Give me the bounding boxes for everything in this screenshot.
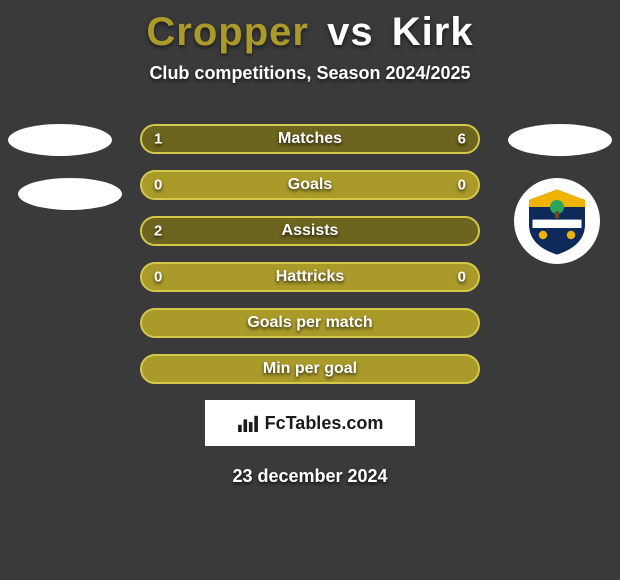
stat-label: Hattricks: [142, 268, 478, 286]
stat-bars: Matches16Goals00Assists2Hattricks00Goals…: [140, 124, 480, 384]
bar-chart-icon: [237, 414, 259, 432]
left-team-badge-1: [8, 124, 112, 156]
right-team-crest: [514, 178, 600, 264]
stat-fill-left: [142, 218, 478, 244]
stat-value-right: 0: [458, 269, 466, 286]
stat-value-left: 0: [154, 177, 162, 194]
snapshot-date: 23 december 2024: [0, 466, 620, 487]
stat-row: Goals per match: [140, 308, 480, 338]
stat-label: Min per goal: [142, 360, 478, 378]
stat-label: Goals per match: [142, 314, 478, 332]
title-left-player: Cropper: [146, 10, 309, 54]
stat-value-right: 0: [458, 177, 466, 194]
subtitle: Club competitions, Season 2024/2025: [0, 63, 620, 84]
source-domain: FcTables.com: [265, 413, 384, 434]
crest-icon: [522, 186, 592, 256]
stat-fill-left: [142, 126, 189, 152]
stat-row: Matches16: [140, 124, 480, 154]
stat-value-left: 0: [154, 269, 162, 286]
comparison-stage: Matches16Goals00Assists2Hattricks00Goals…: [0, 124, 620, 384]
stat-row: Goals0 0: [140, 170, 480, 200]
stat-row: Hattricks0 0: [140, 262, 480, 292]
stat-row: Assists2: [140, 216, 480, 246]
comparison-title: Cropper vs Kirk: [0, 0, 620, 55]
stat-label: Goals: [142, 176, 478, 194]
title-vs: vs: [327, 10, 374, 54]
stat-row: Min per goal: [140, 354, 480, 384]
left-team-badge-2: [18, 178, 122, 210]
title-right-player: Kirk: [392, 10, 474, 54]
stat-fill-right: [189, 126, 478, 152]
source-badge: FcTables.com: [205, 400, 415, 446]
right-team-badge-1: [508, 124, 612, 156]
